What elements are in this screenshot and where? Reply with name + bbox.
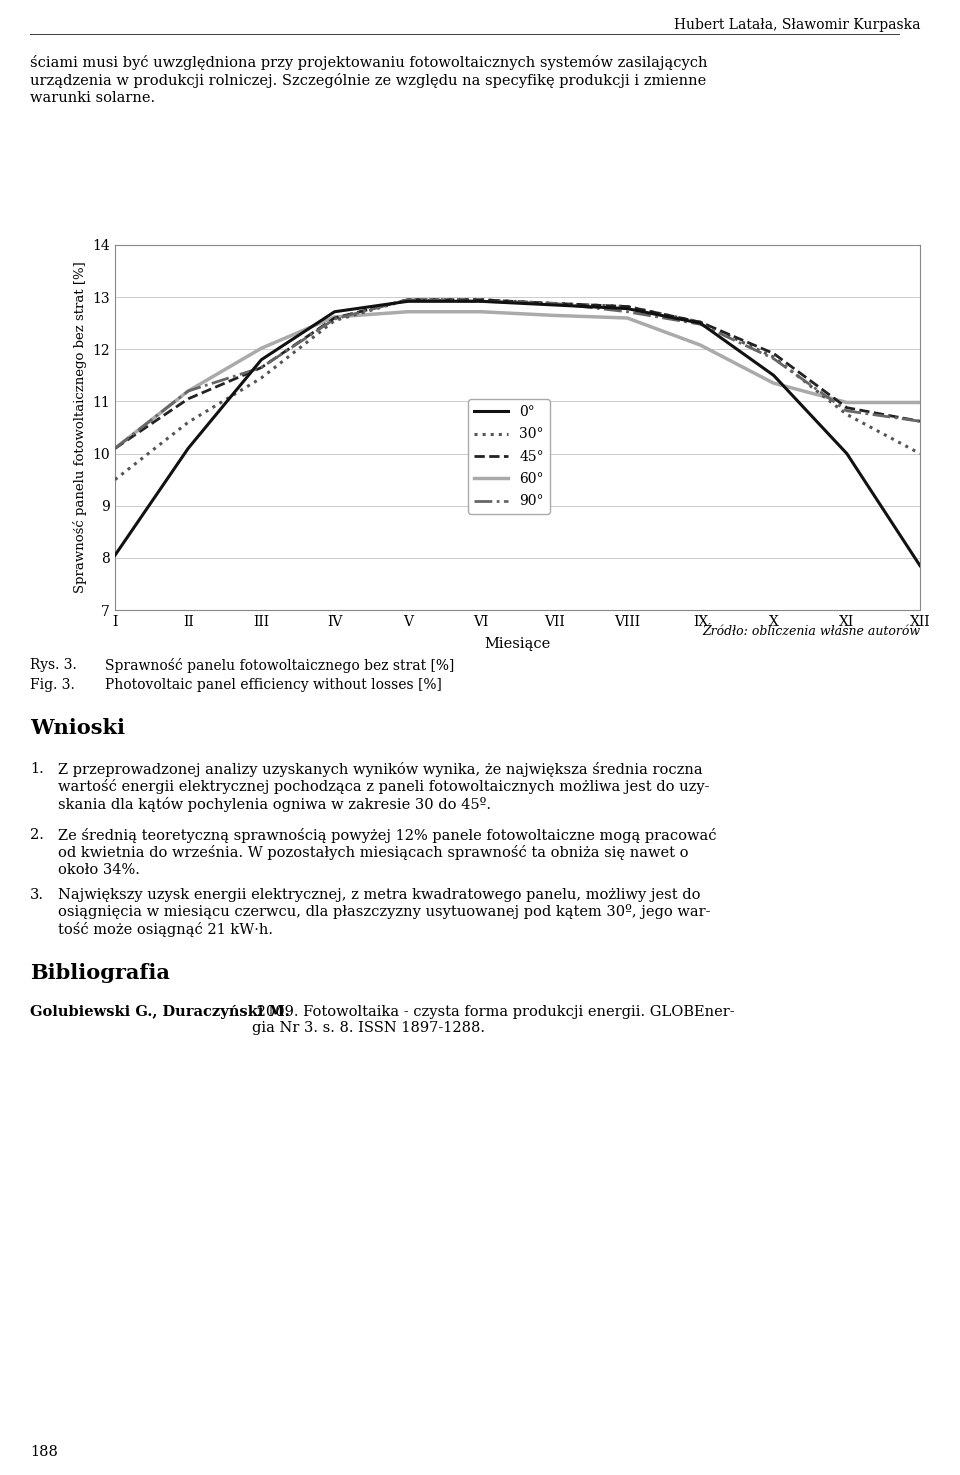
Text: Największy uzysk energii elektrycznej, z metra kwadratowego panelu, możliwy jest: Największy uzysk energii elektrycznej, z… bbox=[58, 888, 710, 937]
Text: 1.: 1. bbox=[30, 763, 44, 776]
Text: Photovoltaic panel efficiency without losses [%]: Photovoltaic panel efficiency without lo… bbox=[105, 678, 442, 692]
Y-axis label: Sprawność panelu fotowoltaicznego bez strat [%]: Sprawność panelu fotowoltaicznego bez st… bbox=[73, 261, 86, 593]
Text: ściami musi być uwzględniona przy projektowaniu fotowoltaicznych systemów zasila: ściami musi być uwzględniona przy projek… bbox=[30, 55, 708, 69]
Text: 188: 188 bbox=[30, 1446, 58, 1459]
Text: urządzenia w produkcji rolniczej. Szczególnie ze względu na specyfikę produkcji : urządzenia w produkcji rolniczej. Szczeg… bbox=[30, 72, 707, 88]
X-axis label: Miesiące: Miesiące bbox=[485, 637, 551, 650]
Text: warunki solarne.: warunki solarne. bbox=[30, 91, 156, 105]
Text: Rys. 3.: Rys. 3. bbox=[30, 658, 77, 673]
Text: Z przeprowadzonej analizy uzyskanych wyników wynika, że największa średnia roczn: Z przeprowadzonej analizy uzyskanych wyn… bbox=[58, 763, 709, 811]
Text: Bibliografia: Bibliografia bbox=[30, 963, 170, 982]
Text: Hubert Latała, Sławomir Kurpaska: Hubert Latała, Sławomir Kurpaska bbox=[674, 18, 920, 32]
Legend: 0°, 30°, 45°, 60°, 90°: 0°, 30°, 45°, 60°, 90° bbox=[468, 400, 550, 513]
Text: Źródło: obliczenia własne autorów: Źródło: obliczenia własne autorów bbox=[702, 625, 920, 639]
Text: Golubiewski G., Duraczyński M.: Golubiewski G., Duraczyński M. bbox=[30, 1004, 290, 1019]
Text: 3.: 3. bbox=[30, 888, 44, 903]
Text: Ze średnią teoretyczną sprawnością powyżej 12% panele fotowoltaiczne mogą pracow: Ze średnią teoretyczną sprawnością powyż… bbox=[58, 827, 716, 876]
Text: 2009. Fotowoltaika - czysta forma produkcji energii. GLOBEner-
gia Nr 3. s. 8. I: 2009. Fotowoltaika - czysta forma produk… bbox=[252, 1004, 734, 1035]
Text: 2.: 2. bbox=[30, 827, 44, 842]
Text: Sprawność panelu fotowoltaicznego bez strat [%]: Sprawność panelu fotowoltaicznego bez st… bbox=[105, 658, 454, 673]
Text: Fig. 3.: Fig. 3. bbox=[30, 678, 75, 692]
Text: Wnioski: Wnioski bbox=[30, 718, 125, 738]
